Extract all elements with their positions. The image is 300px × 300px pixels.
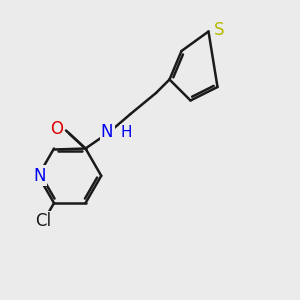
Text: O: O <box>50 120 63 138</box>
Text: N: N <box>34 167 46 185</box>
Text: N: N <box>101 123 113 141</box>
Text: H: H <box>121 125 132 140</box>
Text: Cl: Cl <box>35 212 52 230</box>
Text: S: S <box>214 21 224 39</box>
